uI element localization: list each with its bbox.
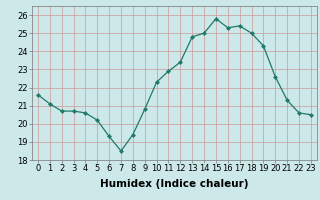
X-axis label: Humidex (Indice chaleur): Humidex (Indice chaleur) [100,179,249,189]
